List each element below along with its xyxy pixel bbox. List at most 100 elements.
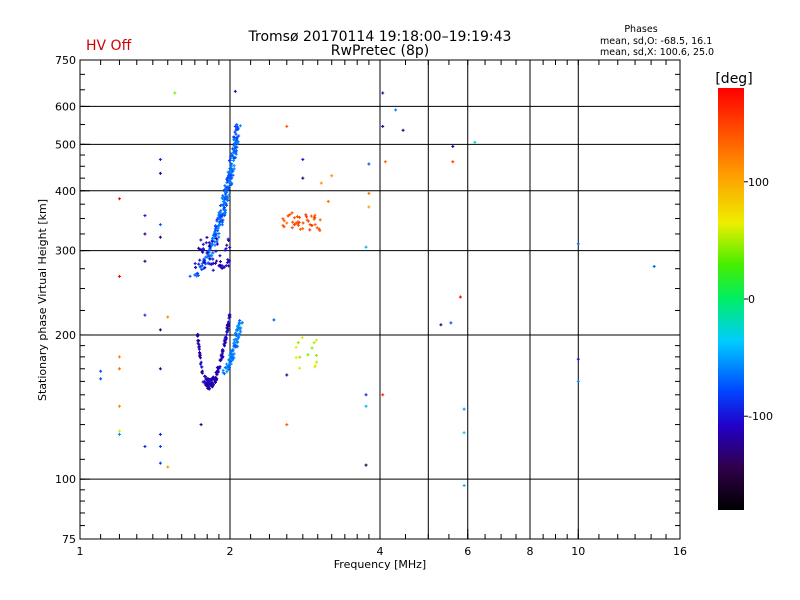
x-axis-ticks: 1 2 4 6 8 10 16 [77, 60, 687, 558]
data-point [291, 220, 295, 224]
data-point [228, 363, 232, 367]
data-point [286, 214, 290, 218]
data-point [576, 242, 580, 246]
data-point [143, 259, 147, 263]
y-tick-label: 300 [55, 245, 76, 258]
data-point [330, 174, 334, 178]
data-point [295, 215, 299, 219]
data-point [211, 268, 215, 272]
data-point [211, 381, 215, 385]
data-point [239, 330, 243, 334]
data-point [223, 208, 227, 212]
data-point [209, 242, 213, 246]
data-point [221, 200, 225, 204]
data-point [117, 432, 121, 436]
data-point [232, 150, 236, 154]
data-point [297, 215, 301, 219]
hv-status-label: HV Off [86, 38, 132, 54]
data-point [232, 156, 236, 160]
data-point [225, 362, 229, 366]
data-point [158, 223, 162, 227]
data-point [217, 235, 221, 239]
data-point [197, 262, 201, 266]
data-point [451, 160, 455, 164]
data-point [229, 362, 233, 366]
data-point [292, 223, 296, 227]
data-point [220, 356, 224, 360]
data-point [308, 228, 312, 232]
data-point [225, 367, 229, 371]
stats-heading: Phases [624, 24, 657, 35]
data-point [209, 253, 213, 257]
data-point [158, 444, 162, 448]
data-point [231, 349, 235, 353]
data-point [226, 327, 230, 331]
data-point [214, 237, 218, 241]
data-point [117, 355, 121, 359]
data-point [158, 328, 162, 332]
data-point [238, 318, 242, 322]
data-point [237, 321, 241, 325]
data-point [220, 223, 224, 227]
data-point [198, 265, 202, 269]
data-point [197, 339, 201, 343]
data-point [228, 178, 232, 182]
data-point [117, 429, 121, 433]
data-point [228, 158, 232, 162]
data-point [226, 237, 230, 241]
data-point [193, 265, 197, 269]
data-point [193, 273, 197, 277]
data-point [301, 157, 305, 161]
data-point [234, 152, 238, 156]
data-point [293, 216, 297, 220]
data-point [319, 181, 323, 185]
data-point [198, 351, 202, 355]
y-axis-label: Stationary phase Virtual Height [km] [36, 199, 49, 401]
data-point [201, 242, 205, 246]
data-point [235, 136, 239, 140]
data-point [216, 226, 220, 230]
data-point [312, 217, 316, 221]
data-point [206, 377, 210, 381]
data-point [367, 205, 371, 209]
data-point [315, 226, 319, 230]
data-point [236, 334, 240, 338]
data-point [223, 213, 227, 217]
data-point [304, 213, 308, 217]
data-point [219, 358, 223, 362]
data-point [218, 215, 222, 219]
data-point [217, 213, 221, 217]
y-tick-label: 500 [55, 138, 76, 151]
data-point [158, 171, 162, 175]
x-tick-label: 4 [377, 545, 384, 558]
data-point [313, 216, 317, 220]
data-point [199, 248, 203, 252]
data-point [166, 315, 170, 319]
y-tick-label: 100 [55, 473, 76, 486]
data-point [218, 210, 222, 214]
data-point [290, 211, 294, 215]
data-point [232, 164, 236, 168]
data-point [225, 333, 229, 337]
data-point [310, 346, 314, 350]
data-point [117, 197, 121, 201]
data-point [210, 239, 214, 243]
data-point [99, 369, 103, 373]
x-axis-label: Frequency [MHz] [334, 558, 426, 571]
data-point [217, 224, 221, 228]
x-tick-label: 8 [527, 545, 534, 558]
data-point [462, 483, 466, 487]
data-point [198, 258, 202, 262]
data-point [227, 359, 231, 363]
data-point [204, 383, 208, 387]
data-point [652, 264, 656, 268]
data-point [226, 179, 230, 183]
data-point [206, 385, 210, 389]
data-point [318, 229, 322, 233]
data-point [223, 337, 227, 341]
x-tick-label: 16 [673, 545, 687, 558]
x-tick-label: 2 [227, 545, 234, 558]
data-point [305, 215, 309, 219]
data-point [298, 355, 302, 359]
